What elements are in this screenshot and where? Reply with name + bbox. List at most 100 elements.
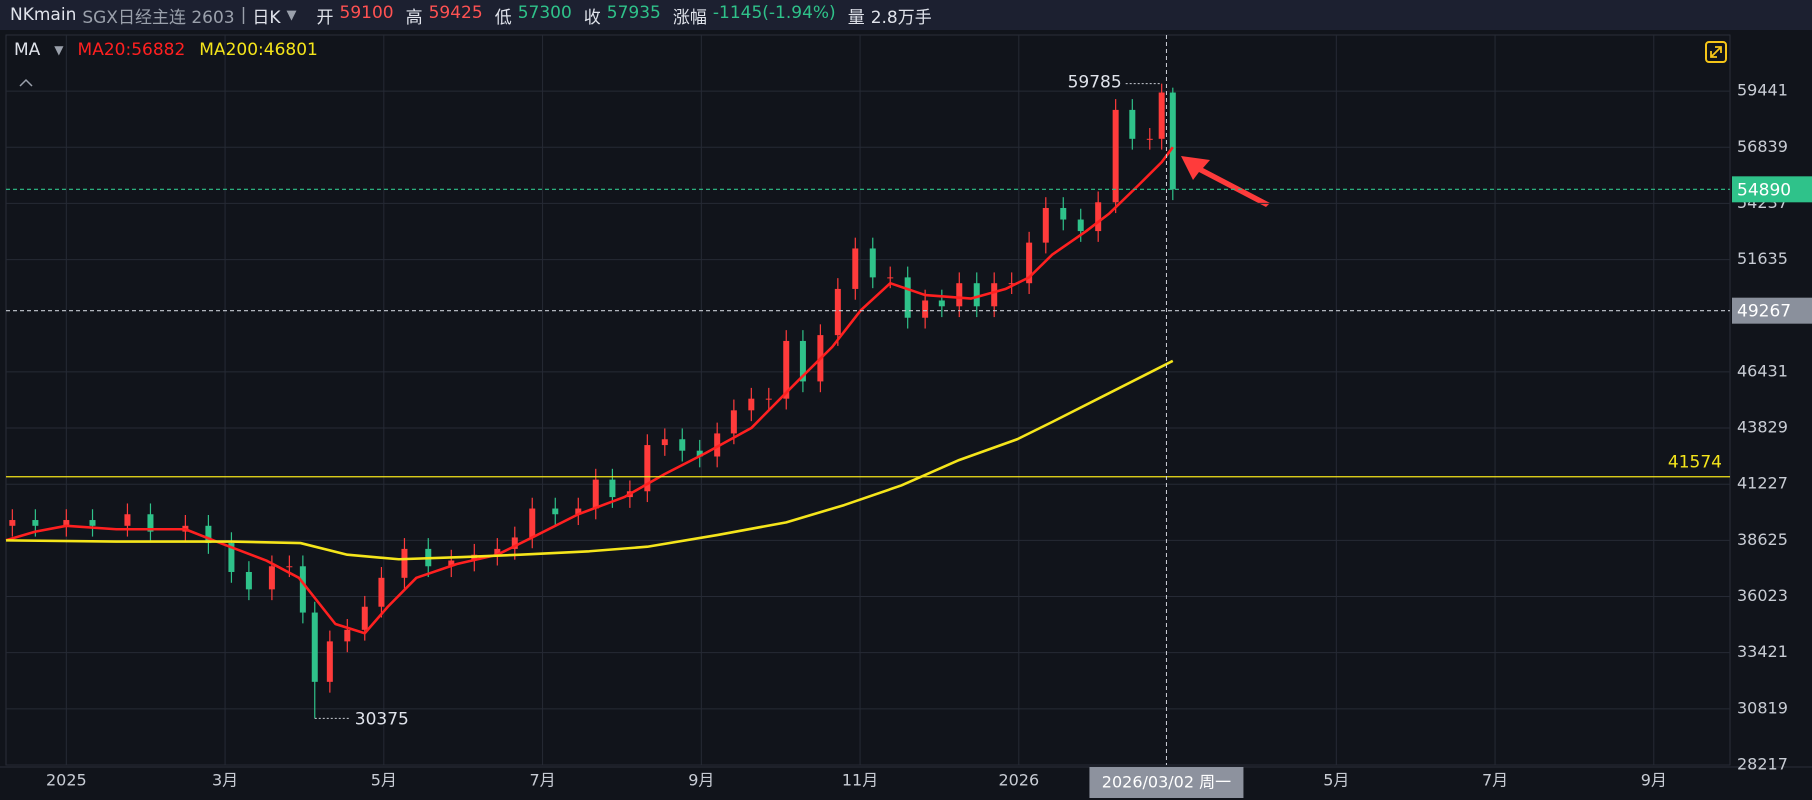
symbol[interactable]: NKmain bbox=[10, 5, 77, 25]
candle-body bbox=[124, 514, 131, 526]
candle-body bbox=[299, 566, 306, 613]
plot-border bbox=[5, 34, 1731, 766]
candle-body bbox=[852, 248, 859, 289]
period[interactable]: 日K bbox=[252, 7, 281, 28]
quote-label: 高 bbox=[405, 7, 423, 28]
candle-body bbox=[1112, 109, 1119, 203]
candle-body bbox=[696, 450, 703, 457]
candle-body bbox=[904, 277, 911, 318]
candle-body bbox=[834, 288, 841, 336]
candle-body bbox=[147, 514, 154, 532]
ma-line bbox=[5, 146, 1174, 635]
candle-body bbox=[1095, 202, 1102, 232]
candle-body bbox=[32, 520, 39, 526]
dropdown-icon[interactable]: ▼ bbox=[54, 43, 64, 57]
candle-body bbox=[714, 433, 721, 457]
y-tick-label: 36023 bbox=[1737, 586, 1788, 605]
quote-value: 59425 bbox=[428, 2, 483, 23]
legend: MA ▼ MA20:56882 MA200:46801 bbox=[14, 40, 318, 60]
legend-entry: MA20:56882 bbox=[77, 40, 186, 60]
candle-body bbox=[1008, 283, 1015, 285]
candle-body bbox=[991, 283, 998, 307]
candle-body bbox=[1042, 207, 1049, 243]
separator: | bbox=[240, 5, 247, 25]
candle-body bbox=[448, 560, 455, 567]
x-tick-label: 9月 bbox=[1641, 771, 1667, 790]
y-tick-label: 38625 bbox=[1737, 530, 1788, 549]
candle-body bbox=[661, 439, 668, 446]
candle-body bbox=[1146, 138, 1153, 140]
price-label: 54890 bbox=[1737, 180, 1791, 200]
expand-icon[interactable] bbox=[1705, 41, 1727, 63]
x-tick-label: 2026 bbox=[998, 771, 1039, 790]
price-label-bg bbox=[1732, 297, 1812, 324]
ma-line bbox=[5, 359, 1174, 561]
x-tick-label: 5月 bbox=[1323, 771, 1349, 790]
collapse-icon[interactable] bbox=[19, 78, 33, 87]
candle-body bbox=[887, 277, 894, 279]
candle-body bbox=[748, 398, 755, 411]
max-label: 59785 bbox=[1068, 73, 1122, 93]
x-tick-label: 3月 bbox=[212, 771, 238, 790]
y-tick-label: 41227 bbox=[1737, 474, 1788, 493]
candle-body bbox=[1158, 92, 1165, 139]
x-tick-label: 7月 bbox=[529, 771, 555, 790]
candle-body bbox=[1077, 219, 1084, 232]
candle-body bbox=[63, 520, 70, 526]
candle-body bbox=[529, 508, 536, 538]
candle-body bbox=[205, 525, 212, 544]
quote-label: 收 bbox=[583, 7, 601, 28]
y-tick-label: 56839 bbox=[1737, 137, 1788, 156]
y-tick-label: 59441 bbox=[1737, 81, 1788, 100]
candle-body bbox=[1026, 242, 1033, 284]
x-tick-label: 2025 bbox=[46, 771, 87, 790]
candle-body bbox=[644, 445, 651, 492]
candle-body bbox=[938, 300, 945, 307]
quote-value: 59100 bbox=[339, 2, 394, 23]
quote: 开 59100 高 59425 低 57300 收 57935 涨幅 -1145(-1.94%) 量… bbox=[317, 3, 938, 28]
candle-body bbox=[361, 606, 368, 630]
x-tick-label: 5月 bbox=[371, 771, 397, 790]
candle-body bbox=[1129, 109, 1136, 139]
candle-body bbox=[1060, 207, 1067, 220]
y-tick-label: 46431 bbox=[1737, 361, 1788, 380]
candle-body bbox=[344, 629, 351, 642]
candle-body bbox=[326, 641, 333, 682]
min-label: 30375 bbox=[355, 709, 409, 729]
y-tick-label: 28217 bbox=[1737, 755, 1788, 774]
y-tick-label: 43829 bbox=[1737, 418, 1788, 437]
contract-name: SGX日经主连 2603 bbox=[82, 7, 235, 28]
candle-body bbox=[922, 300, 929, 318]
candle-body bbox=[869, 248, 876, 278]
quote-value: -1145(-1.94%) bbox=[712, 2, 836, 23]
candle-body bbox=[973, 283, 980, 307]
y-tick-label: 51635 bbox=[1737, 249, 1788, 268]
quote-label: 量 bbox=[847, 7, 865, 28]
candle-body bbox=[956, 283, 963, 307]
quote-value: 57300 bbox=[517, 2, 572, 23]
candle-body bbox=[592, 479, 599, 509]
candle-body bbox=[552, 508, 559, 515]
price-label: 49267 bbox=[1737, 302, 1791, 322]
quote-label: 低 bbox=[494, 7, 512, 28]
arrow-annotation bbox=[1181, 156, 1270, 207]
candle-body bbox=[9, 520, 16, 526]
candle-body bbox=[268, 566, 275, 590]
indicator[interactable]: MA bbox=[14, 40, 41, 60]
candle-body bbox=[494, 548, 501, 555]
candle-body bbox=[228, 543, 235, 572]
x-tick-label: 9月 bbox=[688, 771, 714, 790]
x-tick-label: 11月 bbox=[842, 771, 878, 790]
quote-label: 开 bbox=[316, 7, 334, 28]
candle-body bbox=[245, 571, 252, 590]
candle-body bbox=[401, 548, 408, 578]
price-label: 41574 bbox=[1668, 453, 1722, 473]
dropdown-icon[interactable]: ▼ bbox=[286, 7, 297, 23]
candle-body bbox=[378, 577, 385, 607]
y-tick-label: 33421 bbox=[1737, 642, 1788, 661]
top-bar: NKmain SGX日经主连 2603 | 日K ▼ 开 59100 高 59425 低… bbox=[0, 0, 1812, 30]
candle-body bbox=[765, 398, 772, 400]
candle-body bbox=[286, 566, 293, 568]
